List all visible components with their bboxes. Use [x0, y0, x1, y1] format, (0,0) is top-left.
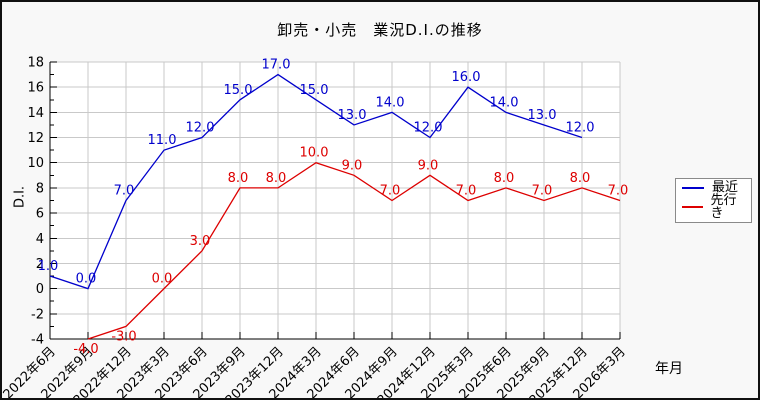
legend-label-recent: 最近: [712, 180, 739, 195]
y-tick-label: 14: [27, 106, 44, 121]
y-tick-label: -2: [31, 307, 44, 322]
data-label-outlook: -4.0: [73, 342, 98, 357]
data-label-outlook: 8.0: [228, 171, 249, 186]
legend: 最近 先行き: [675, 178, 752, 223]
data-label-recent: 11.0: [148, 133, 177, 148]
data-label-outlook: 9.0: [342, 158, 363, 173]
legend-line-swatch-outlook: [682, 206, 703, 208]
y-tick-label: 6: [36, 207, 44, 222]
y-tick-label: 10: [27, 156, 44, 171]
data-label-recent: 14.0: [376, 95, 405, 110]
data-label-recent: 16.0: [452, 70, 481, 85]
data-label-recent: 12.0: [566, 121, 595, 136]
chart-title: 卸売・小売 業況D.I.の推移: [277, 21, 483, 39]
legend-label-outlook: 先行き: [710, 193, 737, 221]
plot-background: [50, 62, 620, 339]
series-line-recent: [49, 73, 583, 290]
y-tick-label: 8: [36, 181, 44, 196]
y-tick-label: 2: [36, 257, 44, 272]
legend-line-swatch-recent: [682, 186, 704, 189]
y-tick-label: 0: [36, 282, 44, 297]
y-tick-label: 4: [36, 232, 44, 247]
data-label-outlook: 7.0: [456, 184, 477, 199]
data-label-recent: 15.0: [224, 83, 253, 98]
y-tick-label: 18: [27, 56, 44, 71]
data-label-recent: 7.0: [114, 184, 135, 199]
data-label-outlook: 7.0: [532, 184, 553, 199]
data-label-outlook: 8.0: [570, 171, 591, 186]
data-label-outlook: -3.0: [111, 329, 136, 344]
data-label-outlook: 9.0: [418, 158, 439, 173]
data-label-outlook: 7.0: [608, 184, 629, 199]
data-label-recent: 13.0: [528, 108, 557, 123]
y-tick-label: -4: [31, 333, 44, 348]
data-label-outlook: 7.0: [380, 184, 401, 199]
data-label-outlook: 3.0: [190, 234, 211, 249]
data-label-recent: 12.0: [186, 121, 215, 136]
data-label-outlook: 8.0: [494, 171, 515, 186]
data-label-outlook: 0.0: [152, 272, 173, 287]
y-tick-label: 12: [27, 131, 44, 146]
legend-item-recent: 最近: [682, 181, 747, 194]
data-label-recent: 14.0: [490, 95, 519, 110]
data-label-recent: 13.0: [338, 108, 367, 123]
y-axis-title: D.I.: [12, 185, 28, 209]
data-label-outlook: 8.0: [266, 171, 287, 186]
data-label-outlook: 10.0: [300, 146, 329, 161]
data-label-recent: 0.0: [76, 272, 97, 287]
data-label-recent: 15.0: [300, 83, 329, 98]
data-label-recent: 12.0: [414, 121, 443, 136]
data-label-recent: 17.0: [262, 58, 291, 73]
series-line-outlook: [87, 162, 621, 340]
x-axis-title: 年月: [655, 361, 683, 377]
y-tick-label: 16: [27, 81, 44, 96]
legend-item-outlook: 先行き: [682, 194, 747, 220]
data-label-recent: 1.0: [38, 259, 59, 274]
